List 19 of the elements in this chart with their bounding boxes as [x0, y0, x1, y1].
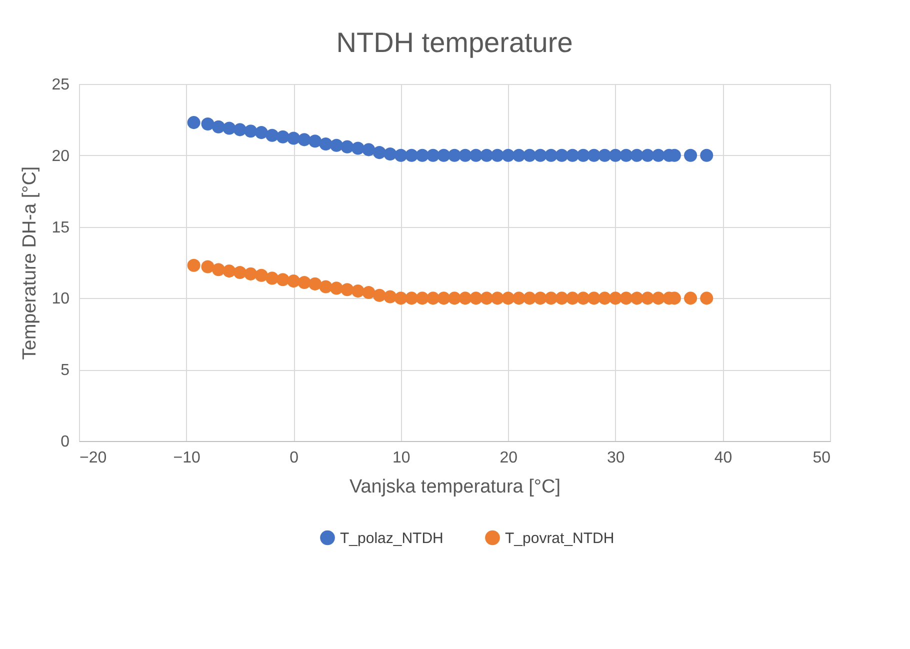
x-tick-label: 30 [607, 450, 625, 466]
y-tick-label: 5 [60, 362, 70, 380]
y-tick-label: 15 [52, 219, 70, 236]
x-axis-title: Vanjska temperatura [°C] [349, 476, 561, 498]
x-tick-label: 40 [714, 450, 732, 466]
x-tick-label: 20 [500, 450, 518, 466]
x-tick-label: 0 [290, 450, 299, 466]
y-tick-label: 25 [52, 76, 70, 94]
y-tick-label: 20 [52, 148, 70, 165]
y-axis-title: Temperature DH-a [°C] [20, 166, 41, 360]
legend-label: T_polaz_NTDH [340, 530, 444, 547]
x-tick-label: 10 [392, 450, 410, 466]
legend-label: T_povrat_NTDH [505, 530, 614, 547]
x-tick-label: 50 [812, 450, 831, 466]
x-tick-label: −10 [173, 450, 200, 466]
y-tick-label: 10 [52, 290, 70, 308]
chart-title: NTDH temperature [336, 27, 573, 58]
x-tick-label: −20 [80, 450, 107, 466]
y-tick-label: 0 [60, 434, 70, 450]
